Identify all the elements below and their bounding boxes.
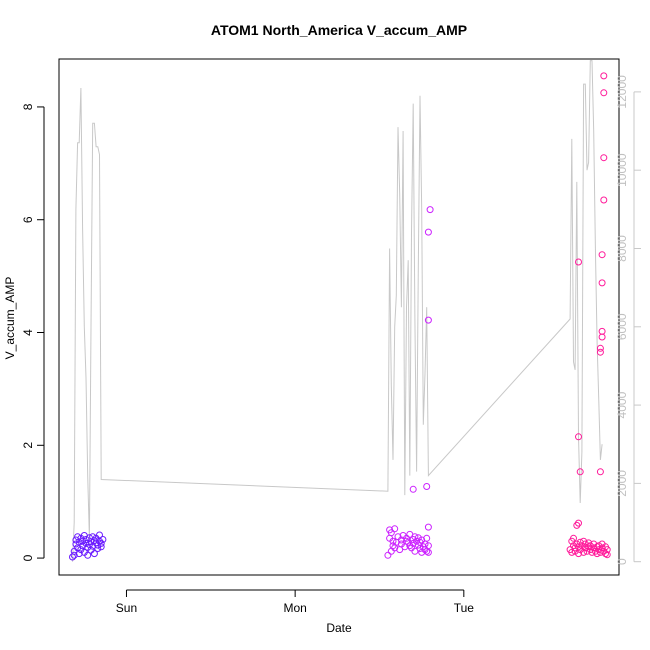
axes-layer: 0 2 4 6 8 0 2000 4000 6000 8000 10000 12000 Sun Mon Tu… — [21, 75, 641, 615]
scatter-point — [389, 537, 397, 545]
scatter-point — [588, 548, 596, 556]
scatter-point — [570, 534, 577, 542]
scatter-point — [97, 543, 105, 551]
scatter-point — [603, 546, 611, 554]
scatter-point — [423, 483, 431, 490]
scatter-point — [593, 550, 601, 558]
scatter-point — [391, 525, 399, 533]
scatter-point — [387, 529, 395, 537]
scatter-point — [596, 548, 604, 556]
y2-tick-label: 8000 — [615, 235, 629, 262]
scatter-point — [583, 547, 591, 555]
scatter-point — [424, 548, 432, 556]
chart-title: ATOM1 North_America V_accum_AMP — [211, 22, 467, 38]
scatter-point — [90, 550, 98, 558]
scatter-point — [575, 433, 582, 441]
scatter-point — [424, 316, 432, 324]
y2-tick-label: 0 — [615, 558, 629, 565]
x-tick-label: Tue — [454, 601, 475, 615]
scatter-point — [424, 523, 432, 531]
scatter-point — [409, 485, 417, 493]
scatter-point — [87, 538, 95, 546]
y-tick-label: 4 — [21, 329, 35, 336]
y2-tick-label: 12000 — [615, 75, 629, 109]
y-axis-label: V_accum_AMP — [3, 277, 17, 360]
y2-tick-label: 6000 — [615, 313, 629, 340]
y-tick-label: 8 — [21, 103, 35, 110]
scatter-point — [600, 154, 608, 162]
scatter-point — [602, 550, 609, 558]
scatter-point — [99, 536, 107, 543]
scatter-point — [403, 537, 410, 545]
secondary-line-series — [72, 60, 603, 562]
scatter-point — [598, 279, 606, 287]
plot-frame — [58, 58, 620, 576]
scatter-point — [94, 545, 102, 552]
scatter-point — [384, 551, 392, 559]
scatter-point — [89, 533, 97, 541]
scatter-point — [72, 540, 80, 548]
scatter-point — [94, 541, 102, 549]
y2-tick-label: 4000 — [615, 391, 629, 418]
scatter-point — [576, 468, 584, 476]
scatter-point — [596, 344, 604, 352]
scatter-point — [75, 550, 83, 558]
scatter-point — [568, 548, 576, 556]
x-tick-label: Mon — [283, 601, 306, 615]
scatter-point — [598, 327, 606, 335]
scatter-point — [600, 72, 608, 80]
scatter-point — [97, 539, 105, 547]
scatter-point — [411, 533, 419, 541]
scatter-point — [70, 551, 78, 559]
scatter-point — [596, 348, 604, 356]
scatter-point — [424, 228, 432, 236]
x-tick-label: Sun — [116, 601, 137, 615]
scatter-point — [387, 547, 395, 555]
scatter-point — [600, 196, 608, 204]
scatter-point — [82, 539, 90, 547]
scatter-point — [600, 89, 608, 97]
scatter-point — [575, 519, 582, 527]
scatter-point — [603, 551, 611, 559]
y-tick-label: 0 — [21, 554, 35, 561]
y-tick-label: 6 — [21, 216, 35, 223]
scatter-point — [580, 548, 588, 556]
scatter-point — [598, 251, 606, 259]
y2-tick-label: 2000 — [615, 470, 629, 497]
scatter-point — [426, 206, 434, 214]
y-tick-label: 2 — [21, 442, 35, 449]
scatter-point — [575, 550, 582, 558]
scatter-point — [413, 537, 421, 545]
scatter-point — [423, 534, 431, 542]
y2-tick-label: 10000 — [615, 153, 629, 187]
secondary-line-layer — [72, 60, 603, 562]
scatter-point — [596, 468, 604, 476]
scatter-point — [424, 542, 432, 550]
x-axis-label: Date — [326, 621, 352, 635]
scatter-point — [575, 258, 582, 266]
scatter-point-layer — [69, 72, 611, 561]
scatter-point — [84, 551, 92, 559]
